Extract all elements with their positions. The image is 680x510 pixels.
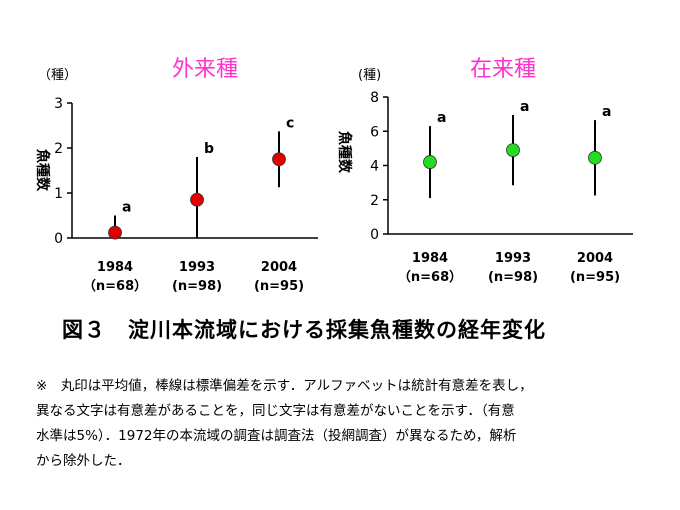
figure-caption: 図３ 淀川本流域における採集魚種数の経年変化 [62, 318, 546, 342]
y-axis-label: 魚種数 [336, 131, 353, 174]
significance-label: b [204, 141, 214, 157]
mean-point [423, 155, 437, 169]
sample-size-label: (n=95) [254, 279, 304, 294]
y-tick-label: 6 [370, 124, 379, 140]
chart-title: 在来種 [470, 57, 536, 82]
y-axis-label: 魚種数 [34, 149, 51, 192]
y-tick-label: 1 [54, 186, 63, 202]
y-unit-label: (種) [358, 67, 381, 83]
significance-label: a [437, 110, 446, 126]
sample-size-label: (n=98) [172, 279, 222, 294]
y-tick-label: 4 [370, 159, 379, 175]
y-tick-label: 8 [370, 90, 379, 106]
x-tick-label: 1993 [179, 260, 215, 275]
sample-size-label: （n=68） [83, 278, 147, 294]
sample-size-label: (n=95) [570, 270, 620, 285]
significance-label: a [602, 104, 611, 120]
mean-point [588, 150, 602, 165]
note-line: 水準は5%）．1972年の本流域の調査は調査法（投網調査）が異なるため，解析 [36, 428, 517, 444]
chart-title: 外来種 [172, 57, 238, 82]
figure-note: ※ 丸印は平均値，棒線は標準偏差を示す．アルファベットは統計有意差を表し， 異な… [36, 374, 660, 474]
y-tick-label: 2 [54, 141, 63, 157]
y-tick-label: 3 [54, 96, 63, 112]
significance-label: c [286, 115, 294, 131]
sample-size-label: （n=68） [398, 269, 462, 285]
significance-label: a [520, 99, 529, 115]
y-tick-label: 0 [370, 227, 379, 243]
significance-label: a [122, 200, 131, 216]
chart-native: 在来種 (種) 魚種数 0 2 4 6 8 a 1984 （n=68） a 1993 (n=98) a… [336, 57, 633, 285]
mean-point [190, 192, 204, 207]
mean-point [272, 152, 286, 167]
y-unit-label: （種） [38, 67, 77, 83]
note-line: 異なる文字は有意差があることを，同じ文字は有意差がないことを示す．（有意 [36, 403, 515, 419]
note-line: から除外した． [36, 453, 131, 469]
sample-size-label: (n=98) [488, 270, 538, 285]
x-tick-label: 1984 [412, 251, 448, 266]
mean-point [506, 143, 520, 157]
x-tick-label: 2004 [261, 260, 297, 275]
y-tick-label: 0 [54, 231, 63, 247]
chart-exotic: 外来種 （種） 魚種数 0 1 2 3 a 1984 （n=68） b 1993 (n=98) c 2… [34, 57, 318, 294]
figure-charts: 外来種 （種） 魚種数 0 1 2 3 a 1984 （n=68） b 1993 (n=98) c 2… [34, 57, 633, 294]
y-tick-label: 2 [370, 193, 379, 209]
x-tick-label: 1984 [97, 260, 133, 275]
x-tick-label: 2004 [577, 251, 613, 266]
chart-marks: 0 1 2 3 a 1984 （n=68） b 1993 (n=98) c 2004 (n=95) [54, 96, 304, 294]
mean-point [108, 225, 122, 240]
note-line: ※ 丸印は平均値，棒線は標準偏差を示す．アルファベットは統計有意差を表し， [36, 378, 533, 394]
x-tick-label: 1993 [495, 251, 531, 266]
chart-marks: 0 2 4 6 8 a 1984 （n=68） a 1993 (n=98) a 2004 (n=95) [370, 90, 620, 285]
